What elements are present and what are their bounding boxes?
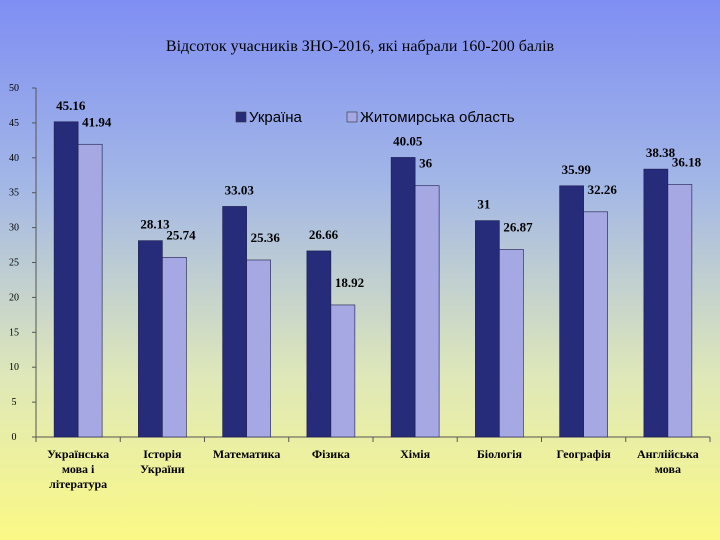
y-tick-label: 15 xyxy=(9,327,19,338)
data-label: 31 xyxy=(477,197,490,212)
legend-swatch xyxy=(235,111,247,123)
data-label: 36.18 xyxy=(672,154,702,169)
category-label: Історія України xyxy=(140,447,185,476)
y-tick-label: 35 xyxy=(9,188,19,199)
data-label: 40.05 xyxy=(393,133,423,148)
category-label: Біологія xyxy=(477,447,523,461)
data-label: 25.74 xyxy=(166,227,196,242)
y-tick-label: 5 xyxy=(12,397,17,408)
data-label: 18.92 xyxy=(335,275,364,290)
y-tick-label: 10 xyxy=(9,362,19,373)
category-label: Англійська мова xyxy=(637,447,699,476)
category-label: Географія xyxy=(556,447,611,461)
data-label: 33.03 xyxy=(225,182,255,197)
y-tick-label: 50 xyxy=(9,83,19,94)
legend-swatch xyxy=(346,111,358,123)
data-label: 28.13 xyxy=(140,217,170,232)
data-label: 36 xyxy=(419,156,433,171)
y-tick-label: 40 xyxy=(9,153,19,164)
bar-ukraine xyxy=(559,185,584,438)
bar-zhytomyr xyxy=(77,143,103,438)
data-label: 26.87 xyxy=(503,219,533,234)
data-label: 26.66 xyxy=(309,227,339,242)
category-label: Хімія xyxy=(400,447,431,461)
chart-title: Відсоток учасників ЗНО-2016, які набрали… xyxy=(165,38,555,55)
data-label: 25.36 xyxy=(251,230,281,245)
y-tick-label: 20 xyxy=(9,292,19,303)
bars xyxy=(53,121,693,438)
bar-ukraine xyxy=(390,157,416,438)
data-label: 45.16 xyxy=(56,98,86,113)
data-label: 38.38 xyxy=(646,145,676,160)
bar-ukraine xyxy=(222,206,247,438)
bar-ukraine xyxy=(643,168,669,438)
y-tick-label: 30 xyxy=(9,223,19,234)
legend-label: Україна xyxy=(249,109,303,126)
y-tick-label: 25 xyxy=(9,258,19,269)
bar-ukraine xyxy=(138,240,163,438)
bar-zhytomyr xyxy=(499,249,524,438)
x-ticks xyxy=(35,437,711,442)
bar-zhytomyr xyxy=(162,257,187,438)
category-label: Українська мова і література xyxy=(47,447,109,491)
data-label: 35.99 xyxy=(562,162,592,177)
category-labels: Українська мова і література Історія України… xyxy=(47,447,699,491)
data-label: 41.94 xyxy=(82,114,112,129)
legend: Україна Житомирська область xyxy=(235,109,515,126)
category-label: Математика xyxy=(213,447,281,461)
bar-zhytomyr xyxy=(330,304,356,438)
bar-zhytomyr xyxy=(667,184,693,438)
category-label: Фізика xyxy=(312,447,350,461)
bar-zhytomyr xyxy=(414,185,440,438)
bar-ukraine xyxy=(53,121,79,438)
y-tick-label: 45 xyxy=(9,118,19,129)
legend-label: Житомирська область xyxy=(360,109,515,126)
bar-zhytomyr xyxy=(246,259,271,438)
data-label: 32.26 xyxy=(588,182,618,197)
bar-zhytomyr xyxy=(583,211,608,438)
bar-ukraine xyxy=(475,220,500,438)
bar-ukraine xyxy=(306,250,332,438)
y-tick-label: 0 xyxy=(12,432,17,443)
y-ticks: 0 5 10 15 20 25 30 35 40 45 50 xyxy=(9,83,36,443)
